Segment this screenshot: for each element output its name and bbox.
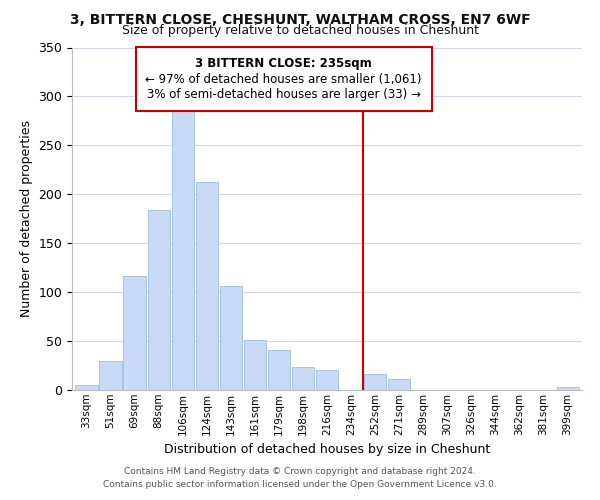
Bar <box>172 110 194 390</box>
Bar <box>388 379 410 390</box>
Bar <box>220 286 242 390</box>
Text: Contains HM Land Registry data © Crown copyright and database right 2024.
Contai: Contains HM Land Registry data © Crown c… <box>103 467 497 489</box>
Bar <box>364 374 386 390</box>
Y-axis label: Number of detached properties: Number of detached properties <box>20 120 33 318</box>
Bar <box>244 340 266 390</box>
Bar <box>557 387 578 390</box>
Bar <box>76 385 98 390</box>
Text: 3, BITTERN CLOSE, CHESHUNT, WALTHAM CROSS, EN7 6WF: 3, BITTERN CLOSE, CHESHUNT, WALTHAM CROS… <box>70 12 530 26</box>
Text: Size of property relative to detached houses in Cheshunt: Size of property relative to detached ho… <box>121 24 479 37</box>
Bar <box>100 360 122 390</box>
X-axis label: Distribution of detached houses by size in Cheshunt: Distribution of detached houses by size … <box>164 443 490 456</box>
Bar <box>148 210 170 390</box>
Bar <box>292 368 314 390</box>
Bar <box>268 350 290 390</box>
Bar <box>196 182 218 390</box>
Bar <box>124 276 146 390</box>
Bar <box>316 370 338 390</box>
